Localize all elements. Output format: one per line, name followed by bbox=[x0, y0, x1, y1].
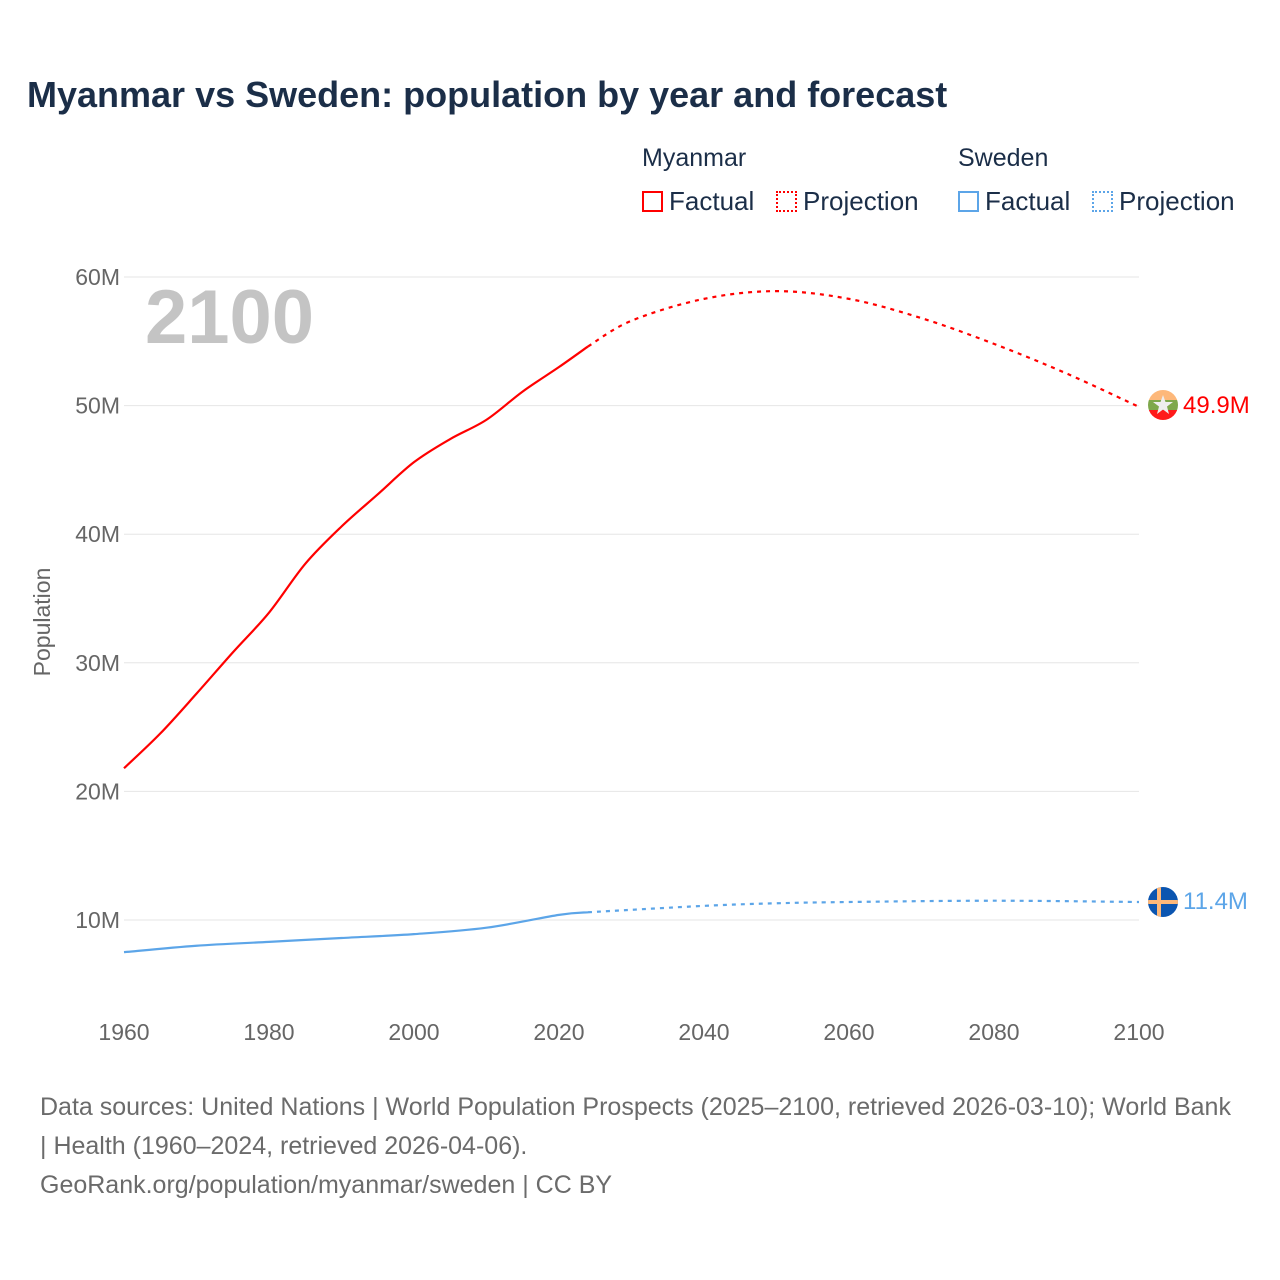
x-tick-label: 2060 bbox=[823, 1019, 874, 1045]
myanmar-factual-line bbox=[123, 345, 589, 770]
y-tick-label: 50M bbox=[75, 393, 120, 419]
x-tick-label: 1980 bbox=[243, 1019, 294, 1045]
x-tick-label: 2020 bbox=[533, 1019, 584, 1045]
legend-label: Factual bbox=[669, 186, 755, 216]
myanmar-end-label: 49.9M bbox=[1183, 392, 1250, 419]
legend-label: Projection bbox=[803, 186, 919, 216]
y-tick-label: 40M bbox=[75, 521, 120, 547]
legend-swatch-solid bbox=[958, 191, 979, 212]
legend-group-myanmar: Myanmar bbox=[642, 144, 747, 172]
myanmar-projection-line bbox=[587, 290, 1140, 408]
sweden-flag-icon bbox=[1148, 887, 1178, 917]
x-tick-label: 2000 bbox=[388, 1019, 439, 1045]
sweden-end-label: 11.4M bbox=[1183, 888, 1248, 915]
legend-label: Factual bbox=[985, 186, 1071, 216]
y-axis-label: Population bbox=[29, 568, 55, 677]
legend-swatch-dotted bbox=[776, 191, 797, 212]
x-tick-label: 2080 bbox=[968, 1019, 1019, 1045]
x-tick-label: 2040 bbox=[678, 1019, 729, 1045]
legend-swatch-dotted bbox=[1092, 191, 1113, 212]
source-text: Data sources: United Nations | World Pop… bbox=[40, 1093, 1231, 1160]
legend-label: Projection bbox=[1119, 186, 1235, 216]
x-tick-label: 2100 bbox=[1113, 1019, 1164, 1045]
x-tick-label: 1960 bbox=[98, 1019, 149, 1045]
y-tick-label: 60M bbox=[75, 264, 120, 290]
myanmar-flag-icon bbox=[1148, 390, 1178, 420]
legend-group-sweden: Sweden bbox=[958, 144, 1049, 172]
y-tick-label: 20M bbox=[75, 778, 120, 804]
legend-sweden-factual[interactable]: Factual bbox=[958, 186, 1070, 217]
sweden-projection-line bbox=[587, 899, 1140, 914]
source-note: Data sources: United Nations | World Pop… bbox=[40, 1088, 1240, 1205]
legend-swatch-solid bbox=[642, 191, 663, 212]
chart-title: Myanmar vs Sweden: population by year an… bbox=[27, 74, 948, 115]
legend-myanmar-factual[interactable]: Factual bbox=[642, 186, 754, 217]
legend-myanmar-projection[interactable]: Projection bbox=[776, 186, 919, 217]
sweden-factual-line bbox=[123, 911, 589, 954]
y-tick-label: 30M bbox=[75, 650, 120, 676]
y-tick-label: 10M bbox=[75, 907, 120, 933]
legend-sweden-projection[interactable]: Projection bbox=[1092, 186, 1235, 217]
year-watermark: 2100 bbox=[145, 275, 314, 360]
source-link[interactable]: GeoRank.org/population/myanmar/sweden | … bbox=[40, 1171, 613, 1199]
